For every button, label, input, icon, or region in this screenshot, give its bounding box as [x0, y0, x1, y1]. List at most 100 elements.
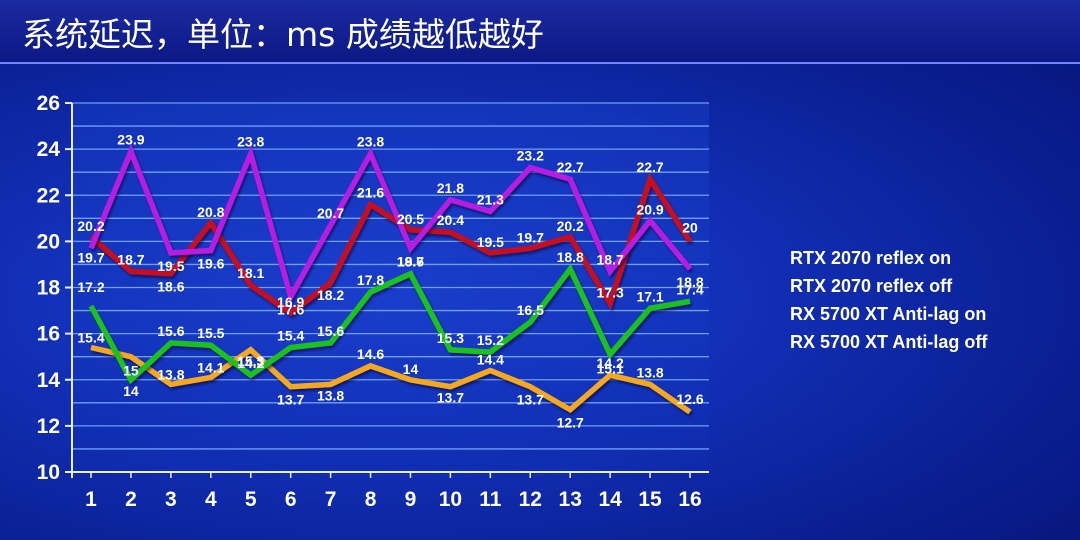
data-label: 20: [682, 219, 698, 235]
x-tick-label: 4: [205, 488, 217, 511]
data-label: 13.7: [517, 392, 544, 408]
data-label: 15.5: [197, 325, 224, 341]
data-label: 14.4: [477, 352, 504, 368]
data-label: 23.8: [237, 134, 264, 150]
x-tick-label: 6: [285, 488, 297, 511]
data-label: 14: [123, 383, 139, 399]
title-bar: 系统延迟，单位：ms 成绩越低越好: [0, 0, 1080, 64]
data-label: 18.6: [157, 279, 184, 295]
series-lines: [88, 144, 693, 415]
series-line-3: [89, 172, 693, 317]
y-tick-label: 24: [37, 138, 61, 161]
data-label: 17.6: [277, 302, 304, 318]
x-tick-label: 16: [678, 488, 701, 511]
y-tick-label: 20: [37, 230, 60, 253]
series-line-4: [88, 144, 693, 304]
data-label: 15.6: [317, 323, 344, 339]
data-label: 22.7: [636, 159, 663, 175]
data-label: 19.7: [517, 229, 544, 245]
chart-title: 系统延迟，单位：ms 成绩越低越好: [22, 15, 544, 54]
data-label: 21.3: [477, 191, 504, 207]
y-tick-label: 18: [37, 277, 61, 300]
data-label: 19.7: [397, 253, 424, 269]
y-tick-label: 12: [37, 415, 60, 438]
data-label: 15.3: [437, 330, 464, 346]
data-label: 18.8: [557, 249, 584, 265]
x-axis-ticks: 1 2 3 4 5 6 7 8 9 10 11 12 13 14 15 16: [85, 488, 702, 511]
data-label: 15: [123, 363, 139, 379]
data-label: 12.6: [676, 391, 703, 407]
data-label: 17.8: [357, 272, 384, 288]
x-tick-label: 11: [479, 488, 502, 511]
data-label: 17.1: [636, 288, 663, 304]
data-label: 15.4: [77, 329, 104, 345]
data-label: 19.6: [197, 256, 224, 272]
data-label: 17.2: [77, 279, 104, 295]
x-tick-label: 3: [165, 488, 177, 511]
data-label: 14: [403, 361, 419, 377]
legend-label: RTX 2070 reflex off: [790, 276, 953, 296]
data-label: 20.2: [77, 218, 104, 234]
data-label: 20.9: [636, 202, 663, 218]
data-label: 20.8: [197, 204, 224, 220]
x-tick-label: 13: [559, 488, 582, 511]
data-label: 18.2: [317, 287, 344, 303]
data-labels: 15.4 15 13.8 14.1 15.3 13.7 13.8 14.6 14 13.7 14.4…: [77, 131, 703, 430]
data-label: 20.2: [557, 218, 584, 234]
legend: RTX 2070 reflex on RTX 2070 reflex off RX …: [752, 248, 988, 352]
data-label: 13.7: [277, 392, 304, 408]
y-tick-label: 14: [37, 369, 61, 392]
data-label: 16.5: [517, 302, 544, 318]
data-label: 16.9: [277, 294, 304, 310]
legend-label: RX 5700 XT Anti-lag on: [790, 304, 986, 324]
x-tick-label: 2: [125, 488, 137, 511]
data-label: 13.8: [636, 364, 663, 380]
x-tick-label: 15: [638, 488, 662, 511]
data-label: 17.4: [676, 281, 703, 297]
data-label: 12.7: [557, 415, 584, 431]
data-label: 15.4: [277, 327, 304, 343]
y-tick-label: 10: [37, 461, 60, 484]
data-label: 15.2: [477, 332, 504, 348]
data-label: 18.6: [397, 254, 424, 270]
series-line-1: [90, 344, 692, 415]
data-label: 21.6: [357, 184, 384, 200]
data-label: 23.2: [517, 148, 544, 164]
legend-label: RTX 2070 reflex on: [790, 248, 951, 268]
data-label: 19.5: [477, 234, 504, 250]
data-label: 20.5: [397, 211, 424, 227]
data-label: 13.7: [437, 390, 464, 406]
data-label: 23.8: [357, 134, 384, 150]
x-tick-label: 7: [325, 488, 337, 511]
x-tick-label: 5: [245, 488, 257, 511]
data-label: 14.2: [237, 355, 264, 371]
data-label: 23.9: [117, 131, 144, 147]
x-tick-label: 12: [519, 488, 542, 511]
data-label: 15.3: [237, 353, 264, 369]
data-label: 18.7: [117, 251, 144, 267]
y-tick-label: 16: [37, 323, 60, 346]
x-tick-label: 10: [439, 488, 462, 511]
data-label: 18.8: [676, 274, 703, 290]
data-label: 14.6: [357, 346, 384, 362]
data-label: 15.1: [597, 360, 624, 376]
data-label: 18.7: [597, 251, 624, 267]
data-label: 13.8: [317, 387, 344, 403]
x-tick-label: 8: [365, 488, 377, 511]
data-label: 19.7: [77, 249, 104, 265]
data-label: 20.7: [317, 205, 344, 221]
data-label: 15.6: [157, 323, 184, 339]
y-tick-label: 22: [37, 184, 60, 207]
data-label: 19.5: [157, 258, 184, 274]
data-label: 13.8: [157, 366, 184, 382]
series-line-2: [88, 263, 691, 385]
y-tick-label: 26: [37, 92, 60, 115]
data-label: 21.8: [437, 180, 464, 196]
legend-label: RX 5700 XT Anti-lag off: [790, 332, 988, 352]
x-tick-label: 9: [405, 488, 417, 511]
data-label: 18.1: [237, 265, 264, 281]
axes: [65, 102, 709, 478]
x-tick-label: 14: [598, 488, 622, 511]
data-label: 17.3: [597, 285, 624, 301]
